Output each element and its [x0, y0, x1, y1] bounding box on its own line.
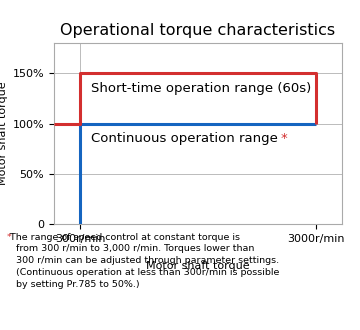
- Y-axis label: Motor shaft torque: Motor shaft torque: [0, 82, 9, 185]
- Text: Continuous operation range: Continuous operation range: [91, 132, 278, 145]
- Text: *: *: [281, 132, 288, 145]
- Text: *: *: [7, 233, 12, 242]
- Text: Motor shaft torque: Motor shaft torque: [146, 261, 250, 271]
- Text: The range of speed control at constant torque is
   from 300 r/min to 3,000 r/mi: The range of speed control at constant t…: [7, 233, 280, 289]
- Title: Operational torque characteristics: Operational torque characteristics: [60, 22, 336, 38]
- Text: Short-time operation range (60s): Short-time operation range (60s): [91, 82, 311, 95]
